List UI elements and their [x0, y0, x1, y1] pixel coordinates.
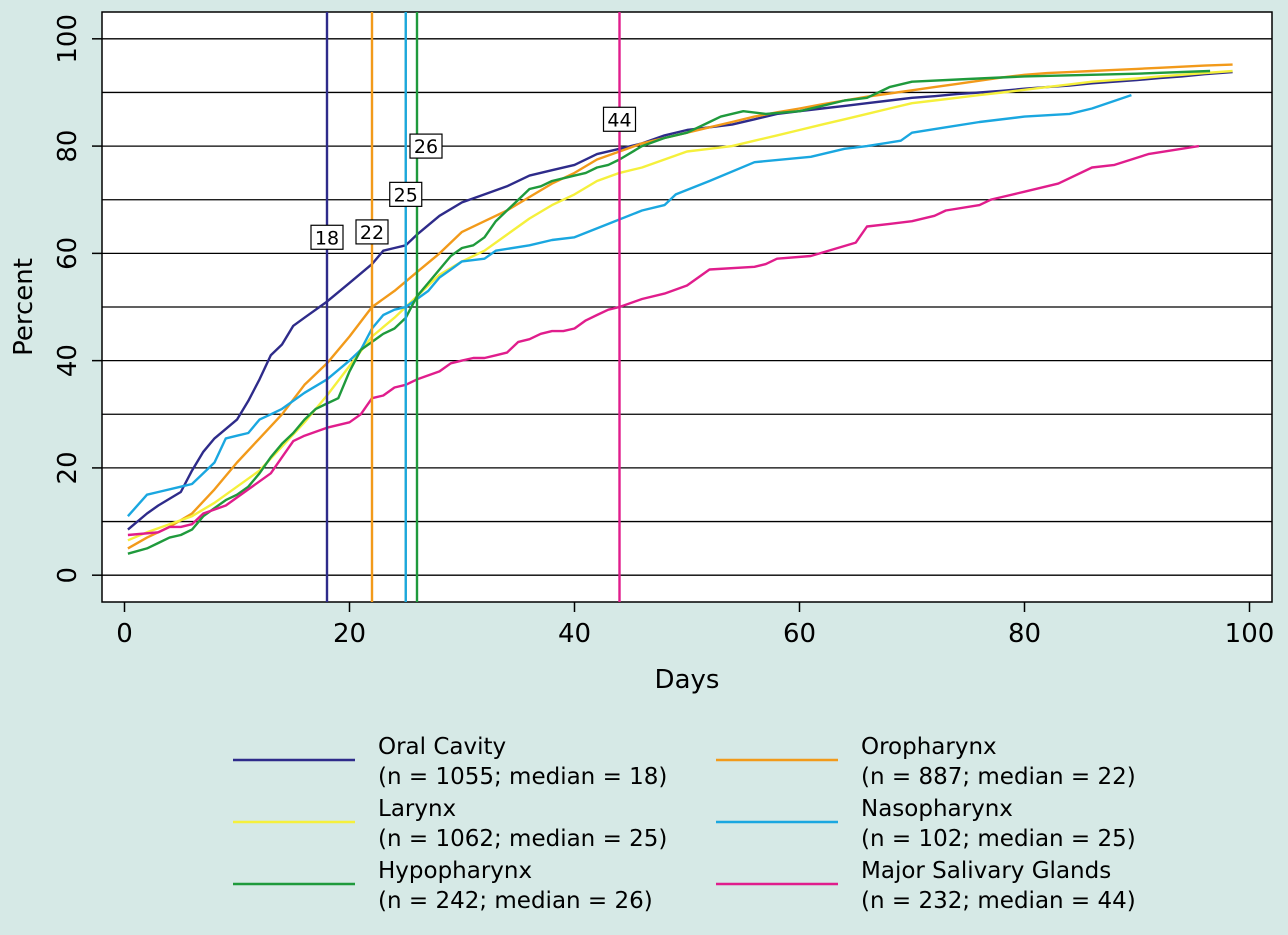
y-tick-label: 60	[53, 237, 83, 270]
x-tick-label: 80	[1008, 619, 1041, 649]
grid-lines	[102, 38, 1272, 576]
median-label-44: 44	[602, 106, 637, 132]
median-label-box	[389, 181, 423, 207]
legend-label: Oral Cavity	[378, 734, 506, 760]
series-lines	[127, 63, 1233, 555]
series-line-larynx	[127, 69, 1233, 542]
median-label-18: 18	[310, 224, 344, 250]
x-tick-label: 40	[558, 619, 591, 649]
median-label-text: 44	[607, 109, 631, 131]
median-labels: 18 22 25 26 44	[310, 106, 637, 250]
x-tick-label: 20	[333, 619, 366, 649]
x-axis-title: Days	[655, 665, 720, 695]
legend-item-hypopharynx: Hypopharynx (n = 242; median = 26)	[233, 858, 653, 914]
legend-detail: (n = 232; median = 44)	[861, 888, 1136, 914]
y-tick-label: 80	[53, 130, 83, 163]
median-label-25: 25	[389, 181, 423, 207]
x-tick-label: 0	[116, 619, 133, 649]
series-line-nasopharynx	[127, 93, 1132, 517]
median-label-text: 22	[360, 222, 384, 244]
legend-detail: (n = 887; median = 22)	[861, 764, 1136, 790]
legend-item-nasopharynx: Nasopharynx (n = 102; median = 25)	[716, 796, 1136, 852]
legend-label: Oropharynx	[861, 734, 997, 760]
y-tick-label: 40	[53, 344, 83, 377]
legend-label: Nasopharynx	[861, 796, 1013, 822]
series-line-oral-cavity	[127, 70, 1233, 531]
legend-item-major-salivary-glands: Major Salivary Glands (n = 232; median = …	[716, 858, 1136, 914]
x-tick-label: 100	[1225, 619, 1275, 649]
median-label-box	[310, 224, 344, 250]
median-label-text: 18	[315, 227, 339, 249]
y-tick-label: 0	[53, 567, 83, 584]
median-label-26: 26	[409, 133, 443, 159]
legend: Oral Cavity (n = 1055; median = 18) Oropha…	[233, 734, 1136, 914]
median-label-22: 22	[355, 219, 389, 245]
median-label-box	[602, 106, 637, 132]
legend-detail: (n = 242; median = 26)	[378, 888, 653, 914]
legend-label: Hypopharynx	[378, 858, 532, 884]
legend-detail: (n = 1055; median = 18)	[378, 764, 667, 790]
y-tick-label: 100	[53, 14, 83, 64]
series-line-major-salivary-glands	[127, 144, 1200, 537]
legend-item-larynx: Larynx (n = 1062; median = 25)	[233, 796, 667, 852]
y-tick-label: 20	[53, 451, 83, 484]
legend-detail: (n = 102; median = 25)	[861, 826, 1136, 852]
legend-label: Larynx	[378, 796, 456, 822]
legend-label: Major Salivary Glands	[861, 858, 1111, 884]
series-line-hypopharynx	[127, 69, 1211, 555]
x-tick-label: 60	[783, 619, 816, 649]
median-label-text: 26	[414, 136, 438, 158]
legend-detail: (n = 1062; median = 25)	[378, 826, 667, 852]
legend-item-oropharynx: Oropharynx (n = 887; median = 22)	[716, 734, 1136, 790]
legend-item-oral-cavity: Oral Cavity (n = 1055; median = 18)	[233, 734, 667, 790]
median-label-box	[355, 219, 389, 245]
median-label-text: 25	[394, 184, 418, 206]
axes: 0 20 40 60 80 100 0 20 40 60 80 100	[53, 14, 1274, 649]
y-axis-title: Percent	[9, 258, 39, 356]
median-label-box	[409, 133, 443, 159]
